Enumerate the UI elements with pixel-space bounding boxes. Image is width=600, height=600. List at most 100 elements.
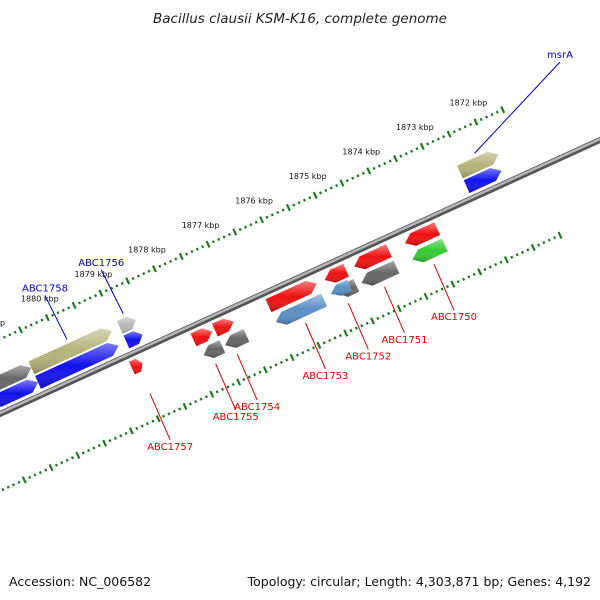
inner-tick	[92, 446, 96, 450]
inner-tick	[354, 326, 358, 330]
inner-tick	[48, 463, 54, 472]
inner-tick	[322, 341, 326, 345]
inner-tick	[269, 365, 273, 369]
label-leader	[347, 303, 369, 350]
inner-tick	[429, 292, 433, 296]
inner-tick	[81, 451, 85, 455]
outer-tick	[404, 152, 408, 156]
outer-tick	[292, 203, 296, 207]
inner-tick	[108, 439, 112, 443]
gene-label[interactable]: ABC1754	[234, 402, 280, 413]
outer-tick	[232, 228, 238, 236]
outer-tick	[490, 112, 494, 117]
inner-tick	[370, 317, 375, 325]
label-leader	[100, 269, 124, 314]
inner-tick	[530, 243, 536, 252]
inner-tick	[87, 448, 91, 453]
inner-tick	[279, 360, 283, 365]
inner-tick	[542, 240, 546, 245]
kbp-label: 1880 kbp	[21, 294, 59, 303]
inner-tick	[419, 297, 423, 301]
outer-tick	[211, 240, 215, 244]
inner-tick	[194, 399, 198, 404]
gene-arrow-shading	[354, 244, 392, 270]
inner-tick	[135, 426, 139, 431]
label-leader	[44, 295, 68, 340]
gene-label[interactable]: msrA	[547, 50, 573, 61]
outer-tick	[324, 188, 328, 193]
inner-tick	[526, 248, 530, 252]
outer-tick	[205, 240, 211, 248]
inner-tick	[472, 272, 476, 276]
inner-tick	[209, 390, 215, 398]
inner-tick	[44, 468, 48, 472]
genome-summary: Topology: circular; Length: 4,303,871 bp…	[247, 574, 591, 589]
outer-tick	[249, 223, 253, 227]
outer-tick	[35, 320, 39, 325]
inner-tick	[151, 419, 155, 423]
outer-tick	[281, 208, 285, 212]
inner-tick	[167, 412, 171, 416]
accession-text: Accession: NC_006582	[9, 574, 151, 589]
inner-tick	[113, 436, 117, 440]
outer-tick	[125, 277, 131, 285]
inner-tick	[97, 444, 101, 448]
outer-tick	[178, 252, 184, 261]
kbp-label: 1876 kbp	[235, 196, 273, 205]
gene-label[interactable]: ABC1751	[381, 335, 427, 346]
outer-tick	[13, 330, 17, 334]
outer-tick	[410, 149, 414, 153]
inner-tick	[60, 461, 64, 465]
outer-tick	[163, 262, 167, 266]
inner-tick	[54, 463, 58, 467]
label-leader	[433, 263, 455, 311]
outer-tick	[431, 139, 435, 144]
inner-tick	[467, 275, 471, 279]
gene-label[interactable]: ABC1752	[345, 351, 391, 362]
gene-arrow-shading	[457, 151, 499, 179]
outer-tick	[104, 289, 108, 293]
inner-tick	[262, 366, 268, 374]
inner-tick	[413, 299, 417, 303]
outer-tick	[452, 130, 456, 134]
gene-label[interactable]: ABC1750	[431, 312, 477, 323]
inner-tick	[128, 427, 134, 435]
backbone-highlight	[0, 137, 600, 415]
outer-tick	[335, 183, 339, 188]
outer-tick	[244, 225, 248, 229]
outer-tick	[29, 323, 33, 327]
inner-tick	[1, 488, 5, 492]
inner-tick	[70, 456, 75, 460]
gene-label[interactable]: ABC1757	[147, 442, 193, 453]
inner-tick	[510, 255, 514, 259]
gene-label[interactable]: ABC1753	[302, 371, 348, 382]
outer-tick	[51, 313, 55, 317]
inner-tick	[65, 458, 69, 462]
gene-arrow-shading	[35, 343, 119, 389]
inner-tick	[6, 485, 10, 489]
outer-tick	[147, 269, 151, 273]
outer-tick	[110, 286, 114, 290]
outer-tick	[436, 137, 440, 141]
inner-tick	[220, 387, 225, 391]
outer-tick	[329, 186, 333, 190]
kbp-label: 1873 kbp	[396, 123, 434, 132]
outer-tick	[361, 171, 365, 175]
gene-arrow-shading	[330, 279, 353, 296]
inner-tick	[343, 329, 349, 337]
gene-label[interactable]: ABC1756	[78, 258, 124, 269]
label-leader	[236, 353, 258, 401]
gene-label[interactable]: ABC1755	[213, 412, 259, 423]
inner-tick	[145, 422, 150, 426]
outer-tick	[302, 198, 306, 202]
gene-arrow-shading	[128, 358, 143, 375]
outer-tick	[169, 259, 173, 263]
outer-tick	[351, 176, 355, 180]
outer-tick	[469, 122, 473, 126]
inner-tick	[557, 231, 563, 239]
outer-tick	[415, 147, 419, 151]
inner-tick	[253, 373, 257, 377]
outer-tick	[2, 335, 6, 339]
inner-tick	[17, 480, 21, 484]
gene-label[interactable]: ABC1758	[22, 283, 68, 294]
